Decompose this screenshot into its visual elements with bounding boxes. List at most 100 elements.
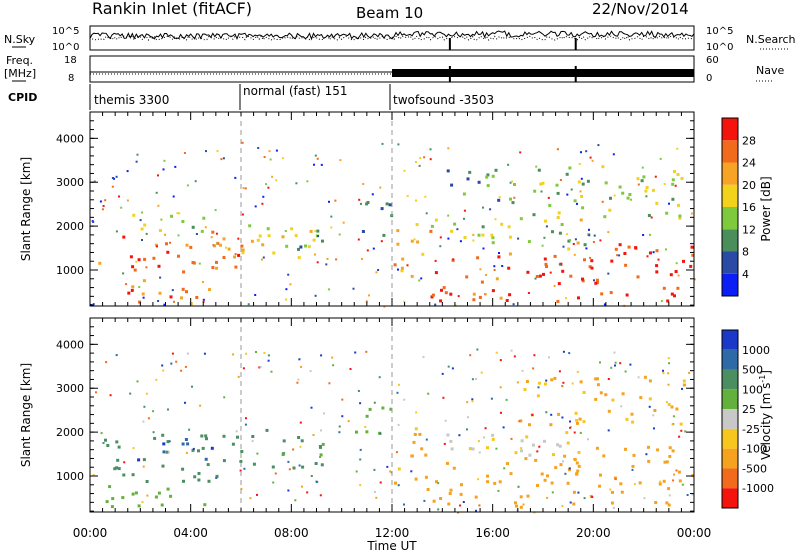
power-colorbar-tick: 20 — [742, 179, 756, 192]
velocity-cell — [432, 499, 436, 503]
freq-unit-label: [MHz] — [4, 67, 36, 80]
power-noise-cell — [138, 286, 141, 288]
velocity-cell — [204, 434, 208, 438]
power-cell — [508, 293, 512, 297]
velocity-cell — [215, 474, 219, 478]
power-noise-cell — [257, 147, 260, 149]
velocity-noise-cell — [355, 470, 358, 473]
power-cell — [256, 238, 260, 242]
power-cell — [671, 182, 675, 186]
y-tick-label: 2000 — [56, 220, 84, 233]
power-cell — [416, 240, 420, 244]
power-cell — [241, 251, 245, 255]
power-noise-cell — [202, 300, 205, 303]
power-cell — [312, 238, 316, 242]
velocity-noise-cell — [341, 398, 344, 401]
power-cell — [573, 199, 577, 203]
time-tick-label: 00:00 — [677, 526, 712, 540]
power-cell — [509, 197, 512, 201]
velocity-cell — [537, 381, 541, 385]
velocity-cell — [321, 442, 325, 446]
power-cell — [415, 223, 419, 227]
power-cell — [545, 265, 548, 268]
velocity-noise-cell — [141, 501, 144, 504]
velocity-noise-cell — [583, 497, 586, 500]
date-label: 22/Nov/2014 — [592, 0, 689, 18]
velocity-noise-cell — [185, 451, 188, 454]
power-noise-cell — [429, 158, 432, 161]
velocity-cell — [653, 409, 657, 412]
nsky-tick-bottom: 10^0 — [52, 42, 79, 53]
power-noise-cell — [234, 253, 237, 256]
power-noise-cell — [263, 156, 266, 158]
velocity-noise-cell — [105, 361, 108, 364]
velocity-noise-cell — [115, 354, 118, 357]
power-noise-cell — [599, 239, 602, 242]
power-cell — [127, 291, 131, 295]
power-cell — [647, 214, 651, 217]
velocity-cell — [525, 435, 529, 439]
velocity-cell — [131, 492, 135, 496]
velocity-noise-cell — [349, 368, 352, 370]
power-cell — [556, 216, 560, 219]
power-cell — [557, 282, 561, 286]
velocity-cell — [678, 479, 682, 483]
power-noise-cell — [314, 294, 317, 297]
power-noise-cell — [225, 246, 227, 249]
velocity-noise-cell — [341, 415, 344, 418]
power-cell — [131, 265, 135, 269]
power-noise-cell — [418, 164, 421, 167]
velocity-cell — [314, 462, 318, 465]
velocity-cell — [110, 505, 114, 509]
velocity-colorbar-tick: 25 — [742, 403, 756, 416]
power-cell — [532, 213, 536, 217]
velocity-cell — [448, 492, 452, 495]
velocity-noise-cell — [256, 493, 258, 496]
velocity-noise-cell — [237, 375, 240, 378]
velocity-cell — [595, 446, 599, 450]
power-noise-cell — [136, 153, 139, 156]
velocity-cell — [578, 417, 582, 421]
velocity-noise-cell — [502, 426, 505, 429]
velocity-cell — [509, 472, 513, 476]
velocity-noise-cell — [203, 352, 206, 355]
velocity-cell — [435, 480, 438, 484]
power-cell — [439, 299, 443, 303]
velocity-colorbar-frame — [721, 329, 739, 509]
velocity-cell — [161, 433, 165, 437]
power-cell — [154, 243, 158, 247]
velocity-noise-cell — [298, 464, 301, 467]
power-noise-cell — [125, 283, 128, 286]
power-cell — [181, 287, 185, 291]
power-noise-cell — [439, 236, 442, 239]
velocity-noise-cell — [186, 352, 189, 355]
velocity-cell — [599, 391, 603, 395]
power-cell — [462, 192, 466, 196]
power-noise-cell — [202, 298, 205, 301]
velocity-cell — [115, 440, 119, 444]
power-noise-cell — [135, 260, 138, 263]
power-cell — [678, 214, 682, 218]
power-noise-cell — [330, 226, 333, 229]
power-cell — [513, 183, 516, 186]
power-noise-cell — [513, 196, 516, 199]
velocity-noise-cell — [466, 401, 469, 404]
power-cell — [191, 225, 195, 229]
power-cell — [472, 298, 476, 302]
velocity-noise-cell — [665, 401, 668, 403]
velocity-cell — [663, 460, 667, 464]
power-noise-cell — [377, 269, 380, 271]
velocity-cell — [662, 479, 666, 483]
velocity-noise-cell — [357, 390, 360, 392]
velocity-cell — [320, 463, 324, 467]
velocity-noise-cell — [338, 425, 341, 428]
power-cell — [250, 239, 254, 243]
power-noise-cell — [665, 248, 667, 251]
power-cell — [548, 204, 552, 207]
power-noise-cell — [244, 187, 247, 190]
velocity-noise-cell — [653, 427, 655, 430]
velocity-cell — [117, 445, 121, 449]
power-cell — [544, 219, 547, 223]
power-cell — [594, 281, 598, 285]
power-noise-cell — [254, 294, 257, 296]
